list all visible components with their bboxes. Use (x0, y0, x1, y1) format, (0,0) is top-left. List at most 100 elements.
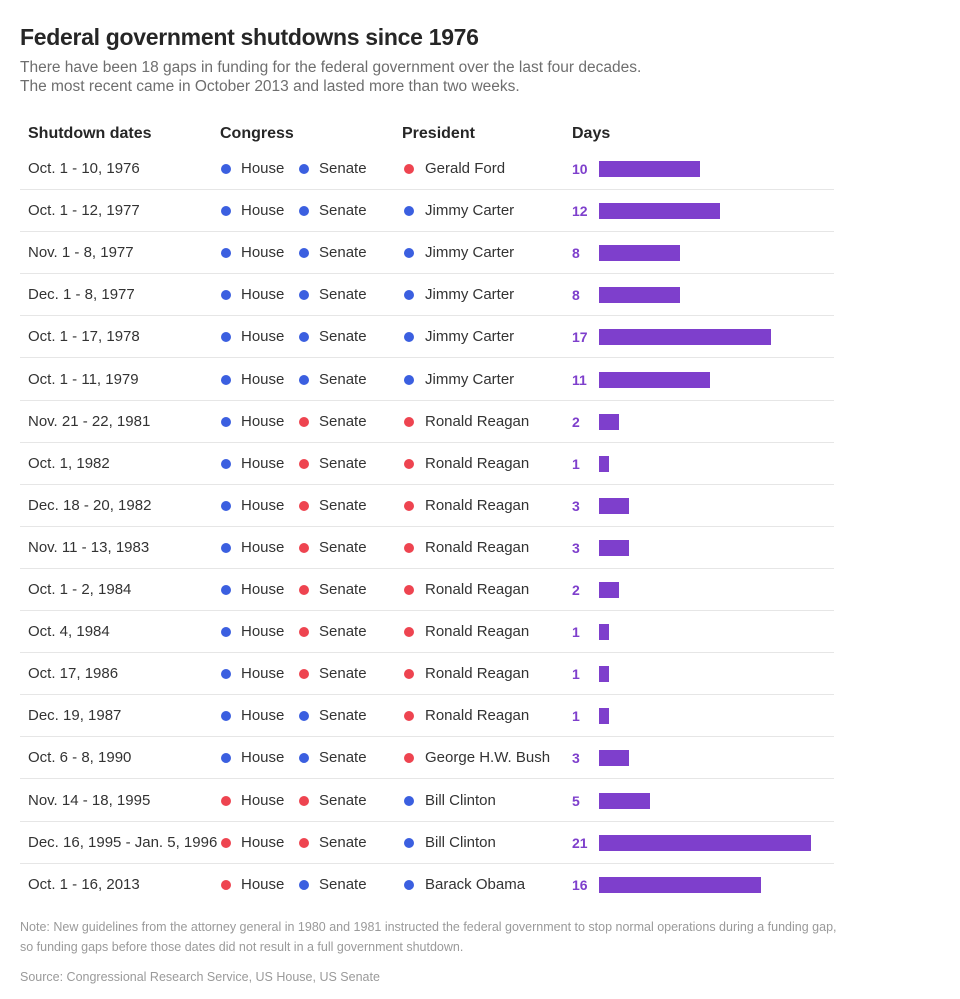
days-bar (599, 455, 610, 472)
house-party-dot (221, 585, 231, 595)
senate-label: Senate (319, 412, 367, 430)
shutdown-dates: Nov. 21 - 22, 1981 (28, 412, 151, 430)
senate-party-dot (299, 627, 309, 638)
shutdown-dates: Oct. 1 - 2, 1984 (28, 581, 132, 598)
senate-label: Senate (319, 244, 367, 262)
days-bar (599, 666, 610, 683)
president-name: Barack Obama (425, 875, 526, 893)
senate-party-dot (299, 837, 309, 848)
president-name: Bill Clinton (425, 791, 496, 809)
house-party-dot (221, 206, 231, 217)
house-party-dot (221, 164, 231, 174)
senate-party-dot (299, 164, 309, 174)
senate-label: Senate (319, 328, 367, 346)
days-bar (599, 329, 771, 346)
senate-label: Senate (319, 286, 367, 304)
table-row: Oct. 1, 1982 House Senate Ronald Reagan 1 (20, 443, 834, 485)
shutdown-dates: Oct. 1 - 12, 1977 (28, 202, 140, 220)
house-label: House (241, 581, 285, 598)
senate-party-dot (299, 248, 309, 259)
header-days: Days (572, 125, 611, 142)
senate-party-dot (299, 542, 309, 553)
house-label: House (241, 833, 285, 851)
house-label: House (241, 244, 285, 262)
president-party-dot (404, 374, 414, 385)
days-value-label: 3 (572, 750, 580, 767)
house-label: House (241, 749, 285, 767)
days-bar (599, 539, 630, 556)
table-row: Dec. 16, 1995 - Jan. 5, 1996 House Senate B… (20, 822, 834, 864)
house-label: House (241, 286, 285, 304)
president-party-dot (404, 879, 414, 890)
shutdown-dates: Oct. 6 - 8, 1990 (28, 749, 132, 767)
table-row: Nov. 11 - 13, 1983 House Senate Ronald Reag… (20, 527, 834, 569)
house-label: House (241, 707, 285, 725)
president-name: Ronald Reagan (425, 707, 530, 725)
president-party-dot (404, 669, 414, 680)
table-row: Dec. 19, 1987 House Senate Ronald Reagan 1 (20, 695, 834, 738)
days-value-label: 1 (572, 666, 580, 683)
president-name: Ronald Reagan (425, 454, 530, 472)
days-bar (599, 834, 812, 851)
table-row: Oct. 4, 1984 House Senate Ronald Reagan 1 (20, 611, 834, 654)
house-party-dot (221, 753, 231, 764)
days-value-label: 10 (572, 161, 588, 177)
house-party-dot (221, 458, 231, 469)
house-label: House (241, 496, 285, 514)
footnote: Note: New guidelines from the attorney g… (20, 920, 837, 954)
senate-party-dot (299, 585, 309, 595)
president-party-dot (404, 585, 414, 595)
shutdown-dates: Oct. 4, 1984 (28, 623, 110, 641)
days-value-label: 1 (572, 455, 580, 472)
senate-label: Senate (319, 538, 367, 556)
days-value-label: 2 (572, 582, 580, 598)
table-row: Oct. 1 - 16, 2013 House Senate Barack Obama… (20, 864, 834, 906)
house-label: House (241, 454, 285, 472)
senate-label: Senate (319, 833, 367, 851)
senate-label: Senate (319, 875, 367, 893)
house-label: House (241, 875, 285, 893)
table-row: Oct. 6 - 8, 1990 House Senate George H.W. B… (20, 737, 834, 780)
senate-party-dot (299, 669, 309, 680)
senate-party-dot (299, 879, 309, 890)
shutdown-dates: Oct. 1, 1982 (28, 454, 110, 472)
days-value-label: 17 (572, 329, 588, 346)
president-name: Jimmy Carter (425, 286, 515, 304)
senate-party-dot (299, 290, 309, 301)
house-party-dot (221, 374, 231, 385)
president-name: Ronald Reagan (425, 623, 530, 641)
president-party-dot (404, 248, 414, 259)
table-row: Oct. 1 - 17, 1978 House Senate Jimmy Carter… (20, 316, 834, 359)
shutdown-dates: Oct. 1 - 10, 1976 (28, 160, 140, 177)
president-party-dot (404, 332, 414, 343)
days-bar (599, 203, 721, 220)
president-name: Ronald Reagan (425, 412, 530, 430)
days-bar (599, 413, 620, 430)
table-row: Nov. 1 - 8, 1977 House Senate Jimmy Carter 8 (20, 232, 834, 275)
senate-label: Senate (319, 665, 367, 683)
senate-party-dot (299, 332, 309, 343)
header-dates: Shutdown dates (28, 125, 152, 142)
days-bar (599, 876, 761, 893)
table-row: Oct. 1 - 2, 1984 House Senate Ronald Reagan… (20, 569, 834, 611)
president-name: Ronald Reagan (425, 581, 530, 598)
house-party-dot (221, 248, 231, 259)
senate-label: Senate (319, 791, 367, 809)
days-bar (599, 287, 680, 304)
shutdown-dates: Dec. 1 - 8, 1977 (28, 286, 135, 304)
president-party-dot (404, 711, 414, 722)
table-row: Nov. 21 - 22, 1981 House Senate Ronald Reag… (20, 401, 834, 443)
table-row: Oct. 1 - 10, 1976 House Senate Gerald Ford 1… (20, 148, 834, 190)
table-row: Dec. 1 - 8, 1977 House Senate Jimmy Carter 8 (20, 274, 834, 317)
president-name: Jimmy Carter (425, 370, 515, 388)
president-party-dot (404, 290, 414, 301)
senate-party-dot (299, 416, 309, 427)
house-party-dot (221, 837, 231, 848)
subtitle-line-1: There have been 18 gaps in funding for t… (20, 59, 642, 76)
days-value-label: 1 (572, 624, 580, 641)
house-label: House (241, 202, 285, 220)
subtitle-line-2: The most recent came in October 2013 and… (20, 78, 520, 95)
senate-label: Senate (319, 202, 367, 220)
president-party-dot (404, 206, 414, 217)
